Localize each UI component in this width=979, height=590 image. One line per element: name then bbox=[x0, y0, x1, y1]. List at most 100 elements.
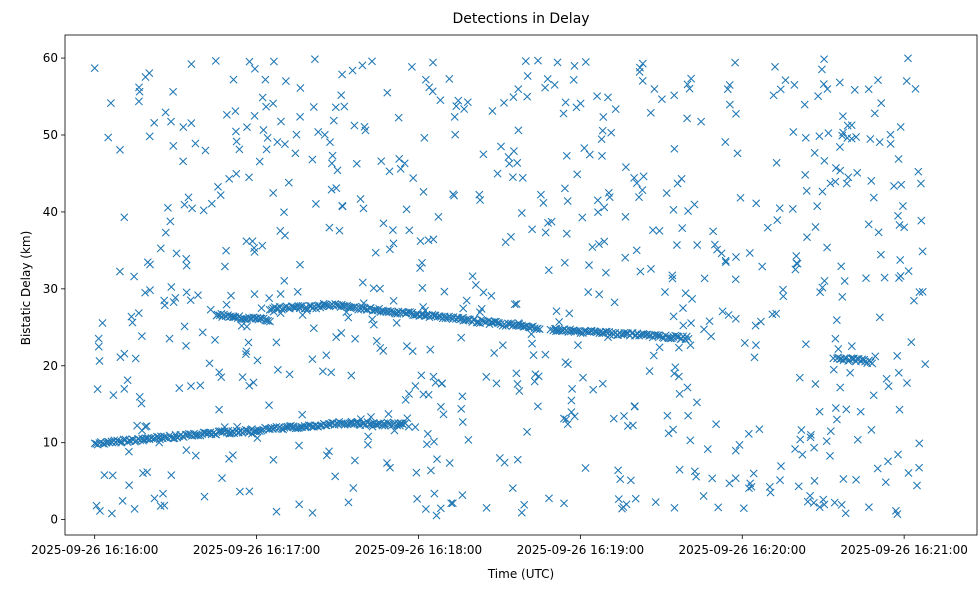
data-point bbox=[94, 342, 103, 351]
data-point bbox=[801, 340, 810, 349]
data-point bbox=[265, 401, 273, 410]
data-point bbox=[92, 501, 101, 510]
data-point bbox=[477, 304, 486, 313]
data-point bbox=[635, 331, 644, 340]
data-point bbox=[371, 248, 380, 257]
data-point bbox=[911, 84, 920, 93]
y-tick-label: 10 bbox=[43, 436, 58, 450]
data-point bbox=[750, 353, 759, 362]
data-point bbox=[361, 126, 370, 135]
data-point bbox=[836, 166, 845, 175]
data-point bbox=[781, 76, 790, 85]
data-point bbox=[646, 108, 655, 117]
data-point bbox=[243, 123, 251, 132]
data-point bbox=[179, 157, 188, 166]
data-point bbox=[648, 226, 657, 235]
data-point bbox=[869, 391, 878, 400]
data-point bbox=[396, 164, 405, 173]
data-point bbox=[314, 128, 323, 136]
data-point bbox=[257, 304, 266, 313]
data-point bbox=[831, 177, 840, 186]
data-point bbox=[668, 274, 677, 283]
data-point bbox=[639, 172, 648, 181]
data-point bbox=[616, 475, 625, 484]
data-point bbox=[325, 447, 333, 456]
data-point bbox=[541, 83, 550, 92]
data-point bbox=[884, 382, 893, 391]
data-point bbox=[850, 85, 859, 94]
data-point bbox=[390, 426, 399, 435]
data-point bbox=[165, 334, 174, 343]
data-point bbox=[386, 463, 394, 472]
data-point bbox=[318, 367, 327, 376]
data-point bbox=[253, 356, 262, 365]
data-point bbox=[232, 169, 241, 178]
data-point bbox=[831, 404, 840, 412]
data-point bbox=[233, 422, 242, 431]
data-point bbox=[806, 430, 815, 439]
data-point bbox=[90, 64, 99, 73]
data-point bbox=[815, 407, 824, 416]
data-point bbox=[393, 309, 402, 318]
data-point bbox=[235, 487, 244, 496]
data-point bbox=[214, 182, 222, 191]
data-point bbox=[141, 422, 150, 431]
data-point bbox=[454, 96, 463, 105]
y-axis-label: Bistatic Delay (km) bbox=[19, 231, 33, 346]
data-point bbox=[487, 291, 496, 300]
data-point bbox=[459, 304, 468, 313]
data-point bbox=[875, 313, 884, 322]
data-point bbox=[572, 103, 581, 112]
data-point bbox=[198, 328, 207, 337]
data-point bbox=[683, 114, 692, 123]
data-point bbox=[245, 381, 254, 390]
data-point bbox=[579, 373, 587, 382]
data-point bbox=[368, 57, 376, 66]
data-point bbox=[843, 121, 852, 130]
x-tick-label: 2025-09-26 16:21:00 bbox=[840, 543, 967, 557]
data-point bbox=[910, 296, 918, 305]
data-point bbox=[169, 87, 178, 96]
data-point bbox=[797, 426, 806, 434]
data-point bbox=[914, 167, 923, 176]
data-point bbox=[296, 84, 305, 92]
data-point bbox=[227, 429, 236, 438]
data-point bbox=[156, 244, 165, 253]
data-point bbox=[817, 65, 826, 74]
data-point bbox=[725, 100, 734, 109]
data-point bbox=[146, 286, 154, 295]
data-point bbox=[296, 112, 305, 121]
data-point bbox=[675, 389, 684, 398]
data-point bbox=[802, 186, 811, 195]
data-point bbox=[479, 150, 488, 159]
data-point bbox=[638, 76, 647, 85]
data-point bbox=[670, 144, 679, 153]
data-point bbox=[420, 133, 429, 142]
data-point bbox=[228, 313, 237, 321]
data-point bbox=[227, 291, 235, 300]
data-point bbox=[661, 288, 669, 296]
data-point bbox=[276, 290, 285, 298]
data-point bbox=[142, 422, 151, 431]
data-point bbox=[788, 204, 797, 213]
data-point bbox=[215, 405, 224, 414]
data-point bbox=[277, 117, 285, 126]
data-point bbox=[589, 385, 598, 394]
data-point bbox=[245, 173, 253, 182]
data-point bbox=[628, 421, 637, 430]
data-point bbox=[479, 288, 488, 297]
data-point bbox=[576, 329, 585, 337]
data-point bbox=[690, 200, 699, 209]
data-point bbox=[874, 228, 883, 237]
data-point bbox=[882, 374, 891, 383]
x-tick-label: 2025-09-26 16:18:00 bbox=[355, 543, 482, 557]
data-point bbox=[159, 489, 167, 498]
data-point bbox=[416, 264, 425, 272]
data-point bbox=[618, 504, 626, 513]
data-point bbox=[598, 151, 606, 160]
data-point bbox=[822, 437, 831, 446]
data-point bbox=[510, 300, 519, 309]
data-point bbox=[707, 332, 716, 341]
data-point bbox=[563, 197, 572, 205]
data-point bbox=[621, 212, 630, 221]
